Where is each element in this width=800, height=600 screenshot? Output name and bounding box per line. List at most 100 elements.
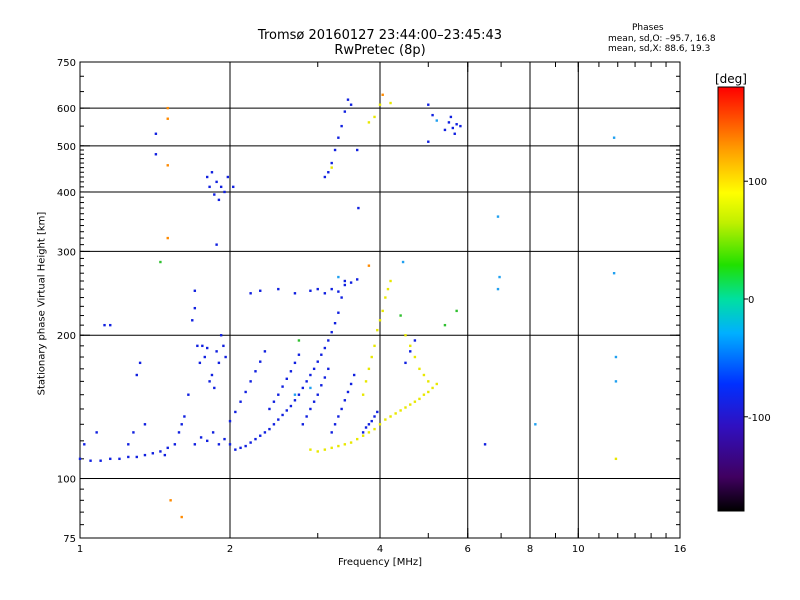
data-point bbox=[219, 334, 223, 337]
data-point bbox=[496, 287, 500, 291]
data-point bbox=[217, 361, 221, 365]
data-point bbox=[109, 457, 112, 461]
data-point bbox=[409, 350, 412, 353]
data-point bbox=[281, 385, 284, 388]
data-point bbox=[349, 103, 353, 106]
data-point bbox=[159, 260, 162, 264]
data-point bbox=[154, 153, 158, 156]
data-point bbox=[418, 397, 421, 401]
data-point bbox=[381, 93, 384, 96]
data-point bbox=[210, 373, 214, 377]
data-point bbox=[277, 287, 280, 291]
data-point bbox=[364, 380, 368, 383]
data-point bbox=[193, 306, 197, 310]
data-point bbox=[355, 148, 359, 152]
data-point bbox=[422, 373, 426, 377]
data-point bbox=[367, 423, 371, 426]
y-tick-label: 500 bbox=[57, 142, 76, 153]
data-point bbox=[249, 380, 252, 383]
data-point bbox=[135, 373, 138, 377]
data-point bbox=[373, 344, 376, 348]
data-point bbox=[301, 386, 305, 390]
data-point bbox=[281, 413, 284, 417]
data-point bbox=[293, 292, 297, 295]
data-point bbox=[166, 164, 169, 167]
data-point bbox=[455, 123, 458, 126]
data-point bbox=[272, 400, 276, 403]
data-point bbox=[373, 427, 376, 431]
data-point bbox=[309, 373, 312, 377]
data-point bbox=[259, 360, 262, 363]
data-point bbox=[293, 361, 297, 365]
data-point bbox=[132, 431, 135, 434]
data-point bbox=[330, 330, 333, 334]
data-point bbox=[413, 339, 417, 342]
x-tick-label: 8 bbox=[527, 544, 533, 555]
data-point bbox=[159, 450, 162, 453]
data-point bbox=[447, 121, 451, 124]
data-point bbox=[217, 198, 221, 202]
data-point bbox=[364, 426, 368, 429]
data-point bbox=[297, 353, 301, 356]
data-point bbox=[268, 427, 271, 431]
data-point bbox=[333, 148, 337, 152]
data-point bbox=[213, 386, 216, 390]
data-point bbox=[201, 344, 204, 348]
data-point bbox=[343, 283, 347, 287]
data-point bbox=[330, 161, 333, 165]
phase-info-o-mode: mean, sd,O: –95.7, 16.8 bbox=[608, 34, 716, 44]
x-tick-label: 16 bbox=[674, 544, 687, 555]
data-point bbox=[259, 434, 262, 437]
data-point bbox=[151, 452, 155, 455]
data-point bbox=[349, 382, 353, 386]
data-point bbox=[297, 393, 301, 396]
data-point bbox=[127, 455, 130, 459]
data-point bbox=[249, 292, 252, 295]
data-point bbox=[389, 279, 392, 283]
data-point bbox=[285, 377, 288, 380]
data-point bbox=[127, 443, 130, 446]
data-point bbox=[312, 367, 316, 371]
data-point bbox=[323, 376, 327, 379]
data-point bbox=[386, 287, 390, 291]
y-tick-label: 600 bbox=[57, 104, 76, 115]
data-point bbox=[309, 407, 312, 411]
data-point bbox=[340, 296, 343, 299]
data-point bbox=[378, 103, 382, 106]
data-point bbox=[208, 380, 211, 383]
data-point bbox=[427, 380, 430, 383]
data-point bbox=[312, 400, 316, 403]
data-point bbox=[223, 190, 226, 194]
data-point bbox=[337, 444, 340, 448]
data-point bbox=[219, 185, 223, 189]
data-point bbox=[399, 314, 402, 317]
data-point bbox=[435, 382, 438, 386]
data-point bbox=[277, 393, 280, 396]
data-point bbox=[173, 443, 177, 446]
data-point bbox=[316, 360, 319, 363]
data-point bbox=[166, 446, 169, 450]
data-point bbox=[496, 215, 500, 218]
data-point bbox=[404, 406, 407, 409]
data-point bbox=[166, 236, 169, 240]
data-point bbox=[215, 350, 218, 353]
data-point bbox=[443, 323, 447, 327]
data-point bbox=[443, 128, 447, 132]
data-point bbox=[323, 346, 327, 350]
data-point bbox=[316, 287, 319, 291]
data-point bbox=[135, 455, 138, 459]
data-point bbox=[427, 390, 430, 394]
colorbar bbox=[717, 86, 745, 512]
data-point bbox=[361, 434, 365, 437]
data-point bbox=[203, 355, 206, 359]
y-tick-label: 200 bbox=[57, 331, 76, 342]
data-point bbox=[323, 175, 327, 179]
data-point bbox=[83, 443, 86, 446]
data-point bbox=[327, 367, 330, 371]
y-tick-label: 100 bbox=[57, 475, 76, 486]
colorbar-tick-label: 0 bbox=[748, 295, 754, 306]
data-point bbox=[384, 418, 387, 421]
data-point bbox=[449, 115, 453, 119]
data-point bbox=[349, 281, 353, 284]
data-point bbox=[223, 437, 226, 441]
